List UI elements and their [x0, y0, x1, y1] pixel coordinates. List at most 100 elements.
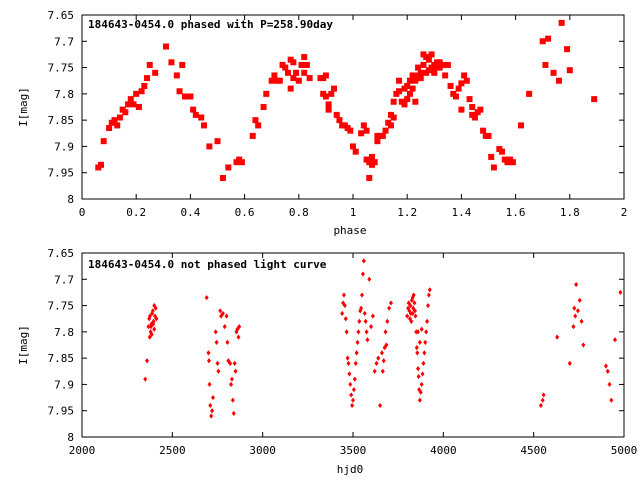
- data-point: [219, 174, 226, 181]
- data-point: [255, 122, 262, 129]
- data-point: [365, 337, 370, 343]
- data-point: [360, 292, 365, 298]
- data-point: [364, 329, 369, 335]
- data-point: [567, 360, 572, 366]
- data-point: [358, 130, 365, 137]
- data-point: [485, 132, 492, 139]
- data-point: [359, 305, 364, 311]
- data-point: [181, 93, 188, 100]
- data-point: [609, 397, 614, 403]
- data-point: [518, 122, 525, 129]
- data-point: [301, 54, 308, 61]
- y-axis-label: I[mag]: [17, 87, 30, 127]
- data-point: [111, 117, 118, 124]
- data-point: [416, 366, 421, 372]
- data-point: [231, 410, 236, 416]
- data-point: [145, 358, 150, 364]
- data-point: [378, 402, 383, 409]
- x-tick-label: 1.4: [451, 206, 471, 219]
- data-point: [425, 56, 432, 63]
- data-point: [379, 350, 384, 356]
- data-point: [581, 342, 586, 348]
- data-point: [143, 376, 148, 382]
- data-point: [355, 339, 360, 345]
- data-point: [153, 305, 158, 311]
- data-point: [404, 96, 411, 103]
- data-point: [237, 324, 242, 330]
- data-point: [141, 82, 148, 89]
- x-tick-label: 0.6: [235, 206, 255, 219]
- x-tick-label: 0.4: [180, 206, 200, 219]
- data-point: [410, 310, 415, 317]
- data-point: [293, 69, 300, 76]
- data-point: [336, 117, 343, 124]
- data-point: [173, 72, 180, 79]
- data-point: [427, 287, 432, 293]
- data-point: [455, 85, 462, 92]
- y-tick-label: 7.75: [48, 300, 75, 313]
- y-axis-label: I[mag]: [17, 325, 30, 365]
- data-point: [282, 64, 289, 71]
- x-tick-label: 1.2: [397, 206, 417, 219]
- data-point: [490, 164, 497, 171]
- data-point: [458, 80, 465, 87]
- data-point: [127, 96, 134, 103]
- data-point: [452, 93, 459, 100]
- data-point: [388, 300, 393, 306]
- data-point: [412, 98, 419, 105]
- data-points: [95, 19, 598, 181]
- data-point: [213, 329, 218, 335]
- data-point: [176, 88, 183, 95]
- data-point: [368, 153, 375, 160]
- data-point: [575, 308, 580, 314]
- data-point: [420, 371, 425, 377]
- data-point: [135, 104, 142, 110]
- data-point: [409, 72, 416, 79]
- data-point: [152, 326, 157, 332]
- data-point: [406, 90, 413, 97]
- data-point: [276, 77, 283, 84]
- data-point: [383, 329, 388, 335]
- phased-light-curve-panel: 184643-0454.0 phased with P=258.90day ph…: [17, 9, 627, 237]
- data-point: [345, 355, 350, 361]
- data-point: [352, 148, 359, 155]
- data-point: [572, 305, 577, 311]
- data-point: [354, 350, 359, 356]
- data-point: [390, 114, 397, 121]
- data-point: [416, 329, 421, 335]
- data-point: [187, 93, 194, 100]
- data-point: [404, 82, 411, 89]
- data-point: [396, 88, 403, 95]
- data-point: [207, 358, 212, 364]
- data-point: [371, 159, 378, 166]
- data-point: [168, 59, 175, 66]
- data-point: [260, 104, 267, 110]
- data-point: [405, 313, 410, 319]
- data-point: [607, 381, 612, 388]
- y-tick-label: 7.7: [54, 35, 74, 48]
- data-point: [382, 127, 389, 134]
- data-point: [351, 387, 356, 393]
- data-point: [374, 138, 381, 145]
- data-point: [230, 397, 235, 403]
- data-point: [349, 392, 354, 398]
- data-point: [382, 345, 387, 351]
- data-point: [469, 104, 476, 110]
- y-tick-label: 7.7: [54, 273, 74, 286]
- data-point: [421, 360, 426, 366]
- x-tick-label: 2000: [69, 444, 96, 457]
- data-point: [539, 38, 546, 45]
- data-point: [353, 360, 358, 366]
- data-point: [163, 43, 170, 50]
- data-point: [341, 292, 346, 298]
- x-tick-label: 0.2: [126, 206, 146, 219]
- data-point: [540, 397, 545, 403]
- data-point: [206, 350, 211, 356]
- data-point: [571, 324, 576, 330]
- data-point: [444, 61, 451, 68]
- data-point: [234, 329, 239, 335]
- data-point: [411, 292, 416, 298]
- data-point: [295, 77, 302, 84]
- data-point: [210, 408, 215, 414]
- data-point: [328, 90, 335, 97]
